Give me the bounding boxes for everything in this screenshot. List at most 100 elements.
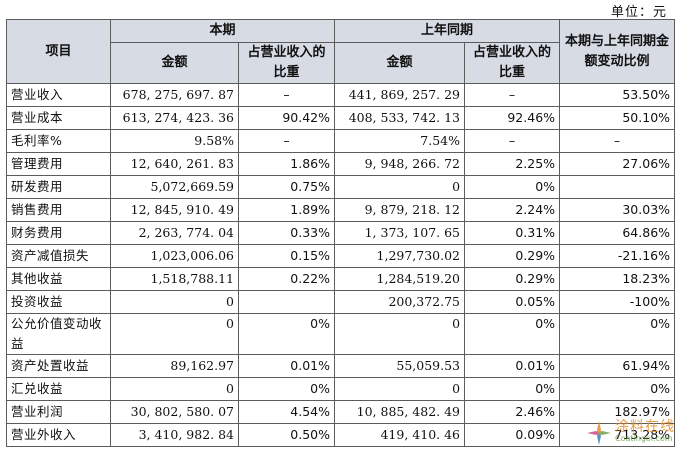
current-ratio-cell: 0.15% (237, 244, 336, 268)
table-row: 财务费用 2, 263, 774. 04 0.33% 1, 373, 107. 65 0… (6, 221, 676, 245)
row-label: 公允价值变动收益 (6, 313, 111, 355)
prior-ratio-cell: 2.25% (464, 152, 561, 176)
watermark: 涂料在线 Coatingol.com (585, 419, 675, 447)
row-label: 营业收入 (6, 83, 111, 107)
current-amount-cell: 0 (110, 377, 239, 401)
row-label: 毛利率% (6, 129, 111, 153)
change-ratio-cell: 30.03% (559, 198, 676, 222)
row-label: 销售费用 (6, 198, 111, 222)
table-row: 销售费用 12, 845, 910. 49 1.89% 9, 879, 218. 12… (6, 198, 676, 222)
prior-ratio-cell: 2.24% (464, 198, 561, 222)
header-row-1: 项目 本期 上年同期 本期与上年同期金额变动比例 (6, 19, 676, 84)
change-ratio-cell: -21.16% (559, 244, 676, 268)
header-prev-ratio: 占营业收入的比重 (464, 42, 561, 84)
current-amount-cell: 0 (110, 290, 239, 314)
current-ratio-cell: 0.50% (237, 423, 336, 447)
prior-amount-cell: 1,284,519.20 (334, 267, 466, 291)
row-label: 营业成本 (6, 106, 111, 130)
header-current-period: 本期 (109, 19, 336, 43)
current-ratio-cell: 0.33% (237, 221, 336, 245)
row-label: 财务费用 (6, 221, 111, 245)
change-ratio-cell: 0% (559, 377, 676, 401)
current-amount-cell: 2, 263, 774. 04 (110, 221, 239, 245)
prior-amount-cell: 408, 533, 742. 13 (334, 106, 466, 130)
table-row: 毛利率% 9.58% –7.54% – – (6, 129, 676, 153)
current-amount-cell: 12, 845, 910. 49 (110, 198, 239, 222)
current-ratio-cell: 0.01% (237, 354, 336, 378)
current-amount-cell: 9.58% (110, 129, 239, 153)
prior-amount-cell: 7.54% (334, 129, 466, 153)
income-statement-table: 项目 本期 上年同期 本期与上年同期金额变动比例 金额 占营业收入的比重 金额 … (6, 19, 676, 447)
change-ratio-cell: 182.97% (559, 400, 676, 424)
change-ratio-cell: 27.06% (559, 152, 676, 176)
table-row: 资产减值损失 1,023,006.06 0.15% 1,297,730.02 0.29%… (6, 244, 676, 268)
current-ratio-cell: – (237, 83, 336, 107)
change-ratio-cell: 713.28% (559, 423, 676, 447)
change-ratio-cell: -100% (559, 290, 676, 314)
prior-amount-cell: 55,059.53 (334, 354, 466, 378)
unit-label: 单位：元 (610, 5, 667, 20)
table-row: 研发费用 5,072,669.59 0.75% 0 0% (6, 175, 676, 199)
table-row: 其他收益 1,518,788.11 0.22% 1,284,519.20 0.29% 18… (6, 267, 676, 291)
change-ratio-cell: 0% (559, 313, 676, 355)
prior-amount-cell: 419, 410. 46 (334, 423, 466, 447)
prior-amount-cell: 200,372.75 (334, 290, 466, 314)
header-prev-amount: 金额 (334, 42, 466, 84)
row-label: 汇兑收益 (6, 377, 111, 401)
header-cur-ratio: 占营业收入的比重 (237, 42, 336, 84)
row-label: 研发费用 (6, 175, 111, 199)
row-label: 营业利润 (6, 400, 111, 424)
table-row: 营业收入 678, 275, 697. 87–441, 869, 257. 29–… (6, 83, 676, 107)
header-row-2: 金额 占营业收入的比重 金额 占营业收入的比重 (7, 42, 675, 84)
current-ratio-cell: 0.75% (237, 175, 336, 199)
prior-ratio-cell: 0% (464, 175, 561, 199)
change-ratio-cell: 53.50% (559, 83, 676, 107)
current-ratio-cell: 0% (237, 313, 336, 355)
current-ratio-cell: – (237, 129, 336, 153)
change-ratio-cell: 50.10% (559, 106, 676, 130)
current-amount-cell: 1,023,006.06 (110, 244, 239, 268)
prior-amount-cell: 1,297,730.02 (334, 244, 466, 268)
prior-amount-cell: 0 (334, 175, 466, 199)
current-ratio-cell (237, 290, 336, 314)
current-amount-cell: 5,072,669.59 (110, 175, 239, 199)
table-row: 投资收益 0 200,372.75 0.05% -100% (6, 290, 676, 314)
row-label: 投资收益 (6, 290, 111, 314)
current-amount-cell: 89,162.97 (110, 354, 239, 378)
current-amount-cell: 3, 410, 982. 84 (110, 423, 239, 447)
prior-ratio-cell: – (464, 129, 561, 153)
row-label: 其他收益 (6, 267, 111, 291)
prior-ratio-cell: 0.31% (464, 221, 561, 245)
watermark-en: Coatingol.com (615, 434, 673, 443)
prior-amount-cell: 9, 879, 218. 12 (334, 198, 466, 222)
change-ratio-cell (559, 175, 676, 199)
prior-amount-cell: 0 (334, 313, 466, 355)
prior-ratio-cell: 2.46% (464, 400, 561, 424)
coatingol-logo-icon (587, 421, 611, 445)
prior-ratio-cell: – (464, 83, 561, 107)
prior-ratio-cell: 0.05% (464, 290, 561, 314)
change-ratio-cell: 64.86% (559, 221, 676, 245)
header-prior-period: 上年同期 (334, 19, 561, 43)
prior-amount-cell: 1, 373, 107. 65 (334, 221, 466, 245)
current-ratio-cell: 0% (237, 377, 336, 401)
row-label: 营业外收入 (6, 423, 111, 447)
change-ratio-cell: 61.94% (559, 354, 676, 378)
current-ratio-cell: 0.22% (237, 267, 336, 291)
table-row: 资产处置收益 89,162.97 0.01% 55,059.53 0.01% 61.94% (6, 354, 676, 378)
prior-ratio-cell: 0% (464, 377, 561, 401)
current-amount-cell: 613, 274, 423. 36 (110, 106, 239, 130)
prior-ratio-cell: 92.46% (464, 106, 561, 130)
row-label: 资产减值损失 (6, 244, 111, 268)
prior-ratio-cell: 0.09% (464, 423, 561, 447)
change-ratio-cell: – (559, 129, 676, 153)
table-row: 管理费用 12, 640, 261. 83 1.86% 9, 948, 266. 72… (6, 152, 676, 176)
table-body: 营业收入 678, 275, 697. 87–441, 869, 257. 29–… (6, 83, 676, 447)
prior-amount-cell: 9, 948, 266. 72 (334, 152, 466, 176)
current-amount-cell: 30, 802, 580. 07 (110, 400, 239, 424)
prior-ratio-cell: 0% (464, 313, 561, 355)
prior-ratio-cell: 0.29% (464, 267, 561, 291)
row-label: 资产处置收益 (6, 354, 111, 378)
prior-amount-cell: 0 (334, 377, 466, 401)
current-amount-cell: 12, 640, 261. 83 (110, 152, 239, 176)
